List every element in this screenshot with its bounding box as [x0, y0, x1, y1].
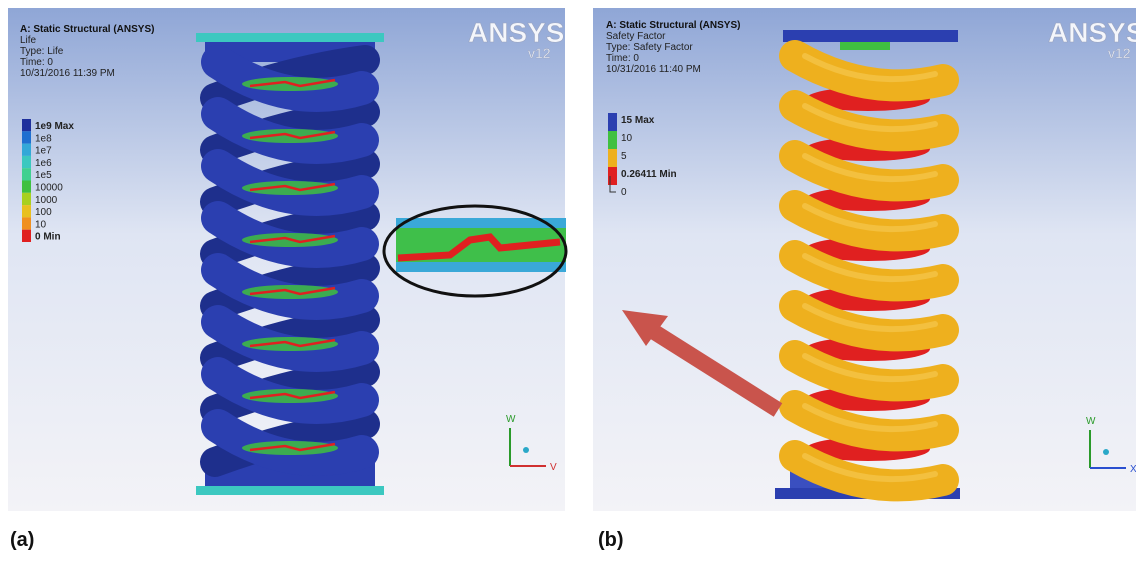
legend-label: 0 Min	[35, 232, 61, 243]
header-line: Life	[20, 35, 37, 46]
logo: ANSYS	[1048, 17, 1136, 48]
legend-label: 1e7	[35, 146, 52, 157]
legend-label: 10000	[35, 183, 63, 194]
axis-label: W	[1086, 416, 1096, 427]
header-line: Type: Life	[20, 46, 64, 57]
legend-label: 1e8	[35, 133, 52, 144]
axis-label: X	[1130, 464, 1136, 475]
header-line: 10/31/2016 11:40 PM	[606, 64, 701, 75]
header-line: A: Static Structural (ANSYS)	[20, 24, 154, 35]
plate	[196, 486, 384, 495]
version: v12	[1108, 45, 1131, 61]
header-line: Safety Factor	[606, 31, 666, 42]
legend-label: 1e5	[35, 170, 52, 181]
zoom-band	[396, 262, 566, 272]
legend-label: 0.26411 Min	[621, 169, 677, 180]
legend-label: 100	[35, 207, 52, 218]
header-line: A: Static Structural (ANSYS)	[606, 20, 740, 31]
legend-swatch	[22, 119, 31, 131]
plate	[783, 30, 958, 42]
legend-swatch	[608, 149, 617, 167]
legend-label: 10	[621, 133, 633, 144]
legend-swatch	[608, 113, 617, 131]
panel-label: (a)	[10, 529, 34, 551]
legend-label: 1e9 Max	[35, 121, 74, 132]
axis-origin	[523, 447, 529, 453]
legend-swatch	[22, 193, 31, 205]
legend-swatch	[22, 217, 31, 229]
legend-label: 0	[621, 187, 627, 198]
header-line: Time: 0	[606, 53, 639, 64]
plate	[196, 33, 384, 42]
legend-label: 10	[35, 219, 47, 230]
legend-swatch	[22, 131, 31, 143]
legend-swatch	[22, 168, 31, 180]
figure: A: Static Structural (ANSYS)LifeType: Li…	[0, 0, 1136, 558]
header-line: 10/31/2016 11:39 PM	[20, 68, 115, 79]
axis-origin	[1103, 449, 1109, 455]
panel-label: (b)	[598, 529, 624, 551]
legend-swatch	[22, 205, 31, 217]
header-line: Time: 0	[20, 57, 53, 68]
axis-label: V	[550, 462, 557, 473]
green-zone	[840, 42, 890, 50]
legend-swatch	[22, 156, 31, 168]
legend-swatch	[608, 167, 617, 185]
logo: ANSYS	[468, 17, 564, 48]
legend-label: 1e6	[35, 158, 52, 169]
legend-label: 15 Max	[621, 115, 655, 126]
legend-swatch	[608, 131, 617, 149]
header-line: Type: Safety Factor	[606, 42, 693, 53]
legend-swatch	[22, 230, 31, 242]
legend-label: 5	[621, 151, 627, 162]
axis-label: W	[506, 414, 516, 425]
legend-label: 1000	[35, 195, 58, 206]
legend-swatch	[22, 144, 31, 156]
legend-swatch	[22, 181, 31, 193]
version: v12	[528, 45, 551, 61]
